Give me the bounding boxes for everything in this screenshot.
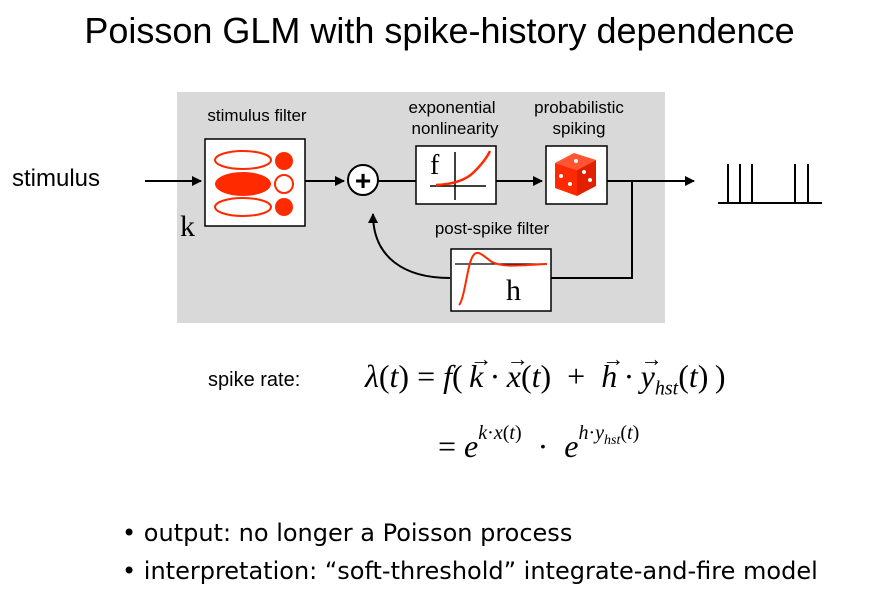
stimulus-label: stimulus <box>12 165 100 192</box>
spiking-label-line2: spiking <box>553 119 606 138</box>
equation-line-1-text: λ(t) = f( k → · x → (t) + h → · y → hst(t) ) <box>365 346 726 400</box>
nonlinearity-symbol: f <box>430 150 440 181</box>
feedback-arrow <box>368 213 451 279</box>
dice-icon <box>555 153 596 196</box>
page-title: Poisson GLM with spike-history dependenc… <box>84 10 795 51</box>
bullet-text: output: no longer a Poisson process <box>143 519 573 547</box>
bullet-item: • output: no longer a Poisson process <box>122 519 573 547</box>
bullet-list: • output: no longer a Poisson process • … <box>122 514 818 590</box>
bullet-text: interpretation: “soft-threshold” integra… <box>143 557 818 585</box>
stimulus-filter-box <box>204 138 306 227</box>
post-spike-filter-symbol: h <box>506 274 521 307</box>
equation-line-2: = ek·x(t) · eh·yhst(t) <box>438 422 639 465</box>
glm-diagram: stimulus stimulus filter k + exponential… <box>12 92 822 323</box>
spike-rate-label: spike rate: <box>208 369 301 391</box>
equation-line-2-text: = ek·x(t) · eh·yhst(t) <box>438 422 640 464</box>
stimulus-filter-label: stimulus filter <box>207 106 307 125</box>
spiking-label-line1: probabilistic <box>534 98 624 117</box>
nonlinearity-label-line1: exponential <box>409 98 496 117</box>
post-spike-filter-box <box>450 248 552 312</box>
nonlinearity-label-line2: nonlinearity <box>412 119 499 138</box>
nonlinearity-box <box>415 145 497 205</box>
stimulus-filter-symbol: k <box>180 210 195 243</box>
sum-symbol: + <box>355 165 371 196</box>
spike-train-icon <box>718 164 822 204</box>
bullet-item: • interpretation: “soft-threshold” integ… <box>122 557 818 585</box>
feedback-line <box>551 181 633 279</box>
post-spike-filter-label: post-spike filter <box>435 219 550 238</box>
equation-line-1: λ(t) = f( k → · x → (t) + h → · y → hst(t) ) <box>365 346 726 400</box>
